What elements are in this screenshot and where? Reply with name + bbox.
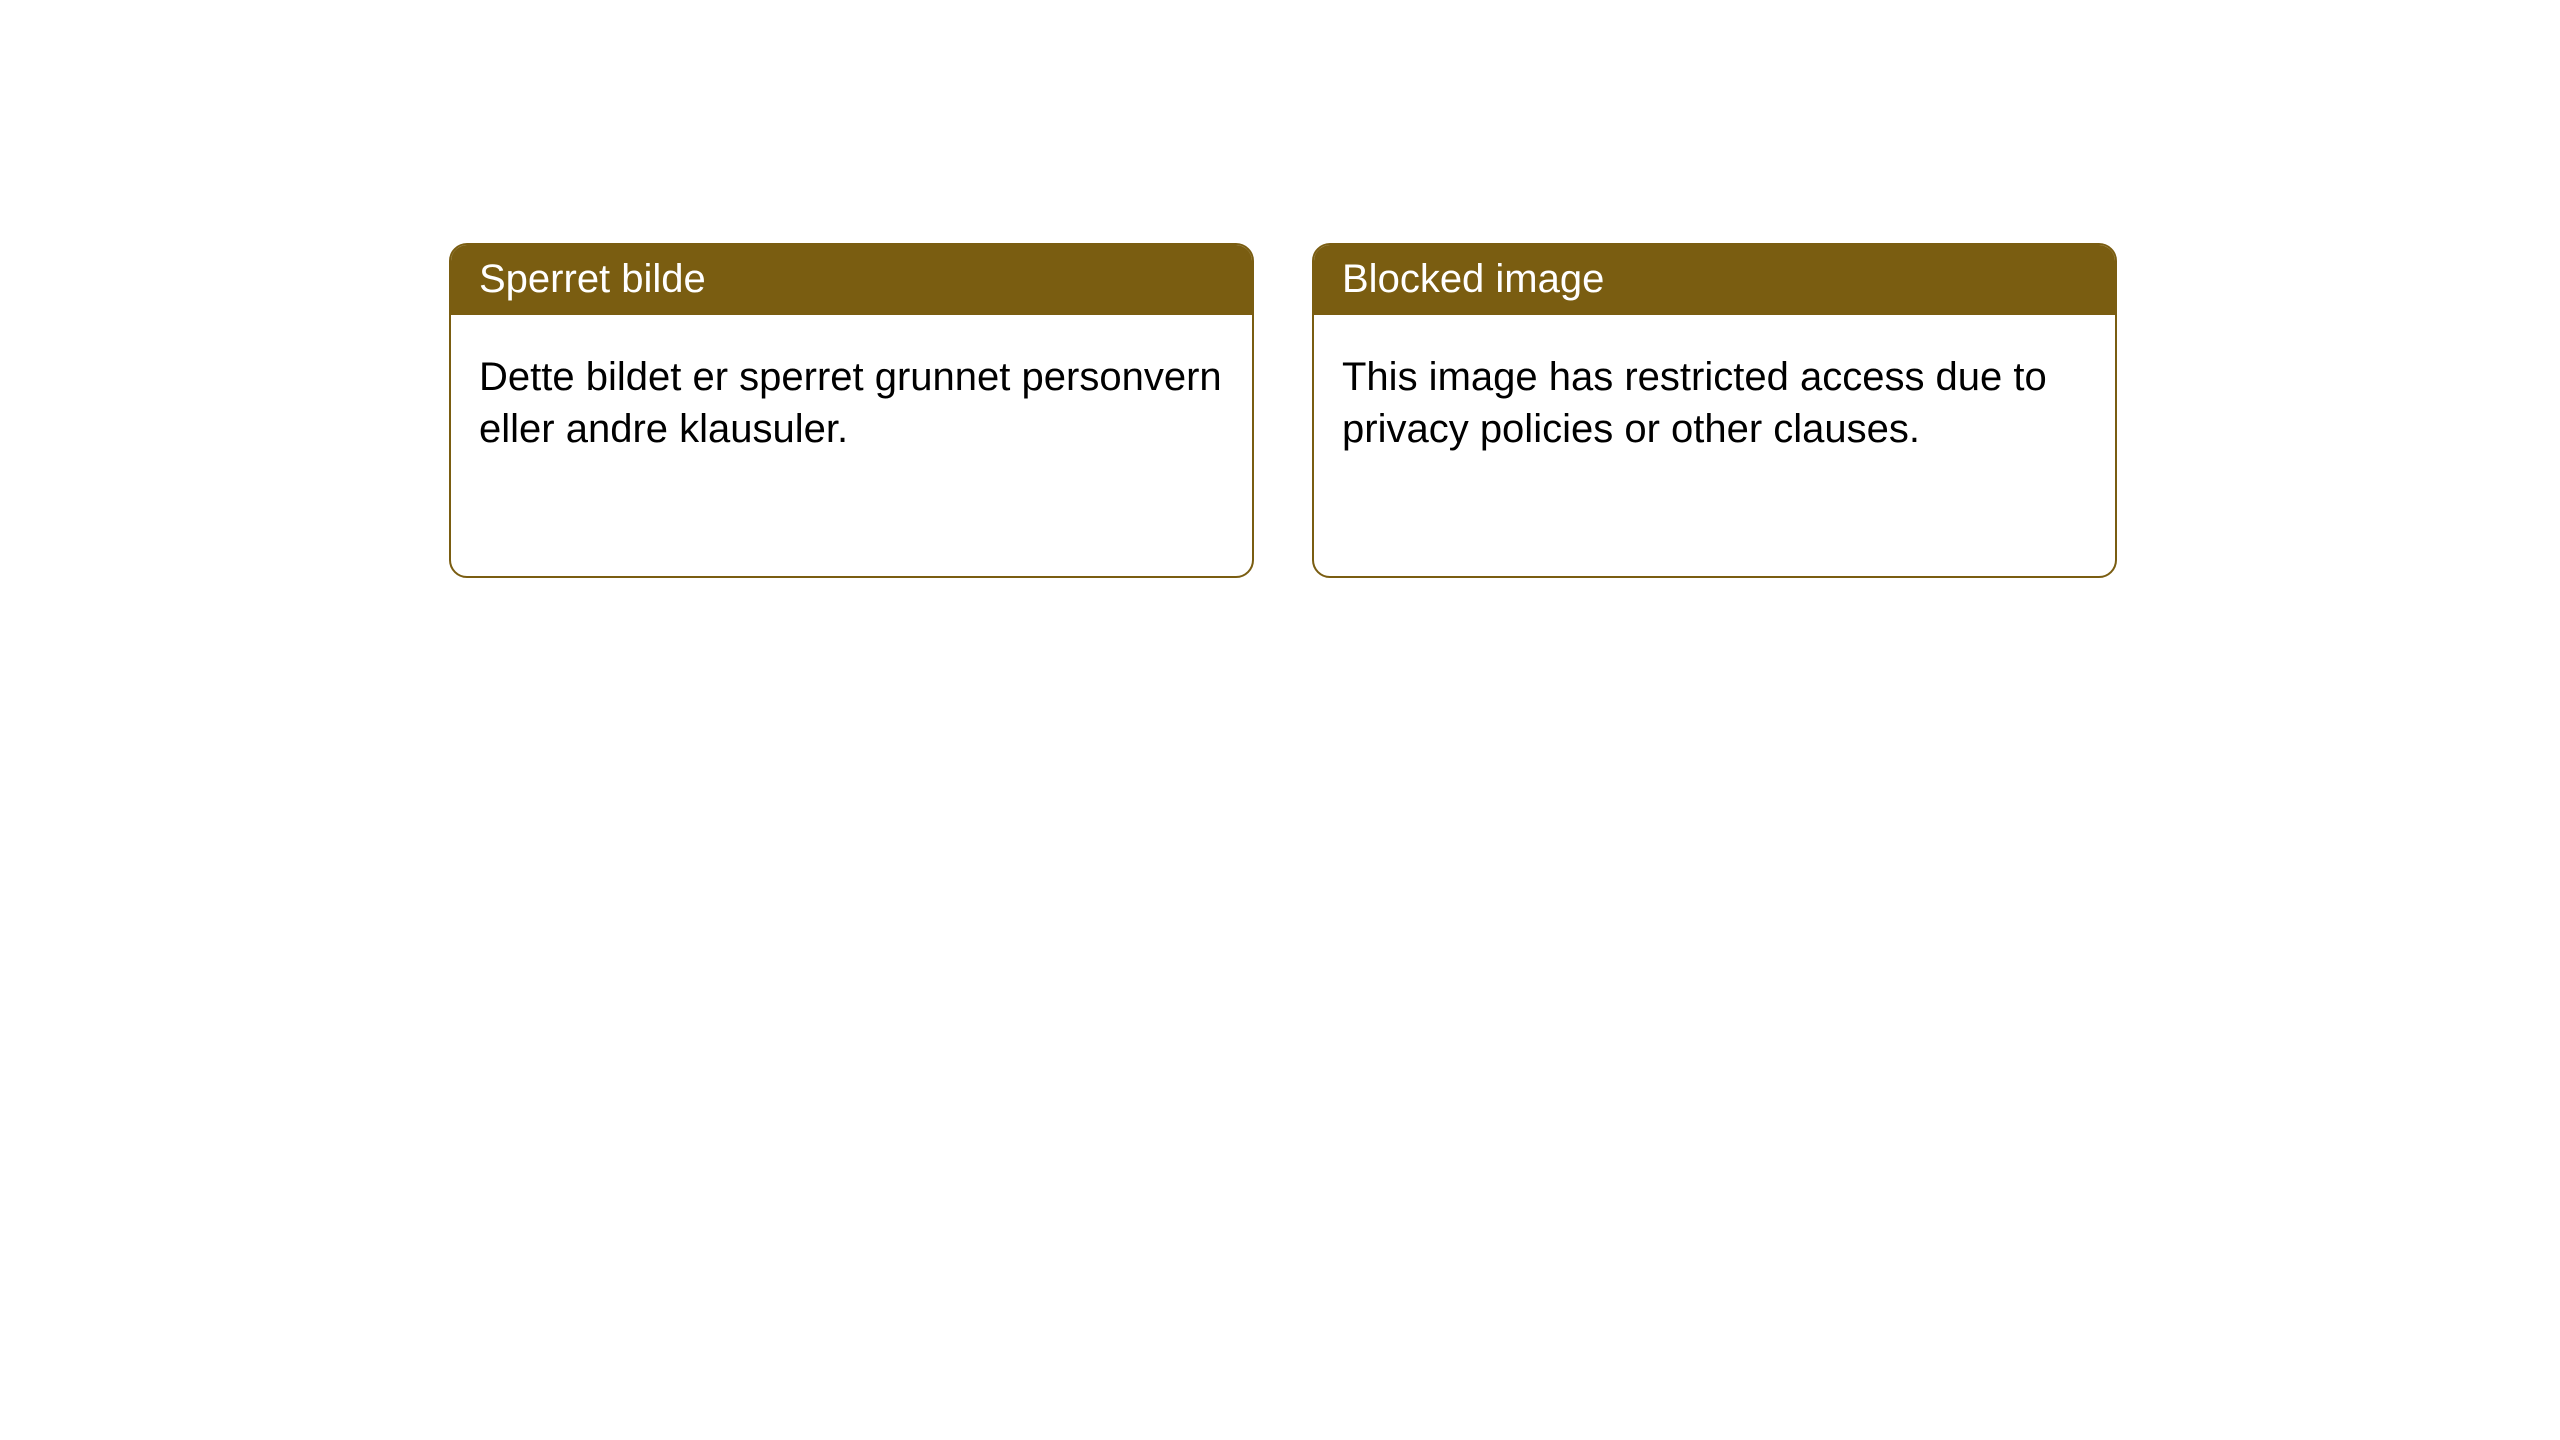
card-body: This image has restricted access due to …: [1314, 315, 2115, 483]
card-body-text: Dette bildet er sperret grunnet personve…: [479, 355, 1222, 451]
blocked-image-card-norwegian: Sperret bilde Dette bildet er sperret gr…: [449, 243, 1254, 578]
notice-cards-container: Sperret bilde Dette bildet er sperret gr…: [0, 0, 2560, 578]
card-body: Dette bildet er sperret grunnet personve…: [451, 315, 1252, 483]
card-header: Blocked image: [1314, 245, 2115, 315]
card-title: Sperret bilde: [479, 257, 706, 301]
card-header: Sperret bilde: [451, 245, 1252, 315]
blocked-image-card-english: Blocked image This image has restricted …: [1312, 243, 2117, 578]
card-body-text: This image has restricted access due to …: [1342, 355, 2047, 451]
card-title: Blocked image: [1342, 257, 1604, 301]
